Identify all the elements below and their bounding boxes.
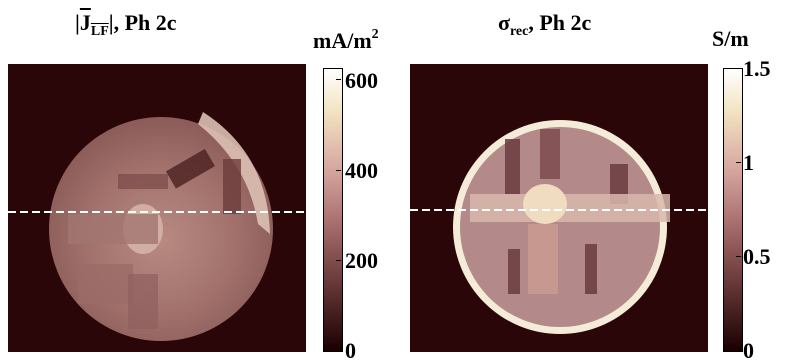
left-unit-exponent: 2 [371, 27, 379, 42]
right-tick-1: 1 [743, 150, 754, 175]
left-unit-text: mA/m [313, 28, 372, 53]
right-tick-1-5: 1.5 [743, 56, 771, 81]
left-tick-0: 0 [345, 338, 356, 363]
right-colorbar-unit: S/m [712, 26, 749, 51]
left-tick-400: 400 [345, 158, 378, 183]
left-tick-200: 200 [345, 248, 378, 273]
left-title-symbol: J [79, 10, 91, 35]
right-panel-title: σrec, Ph 2c [498, 12, 591, 39]
left-panel-title: |JLF|, Ph 2c [75, 10, 177, 39]
right-title-subscript: rec [509, 24, 529, 39]
right-conductivity-map [410, 64, 708, 352]
left-current-density-map [8, 64, 306, 352]
right-tick-0-5: 0.5 [743, 244, 771, 269]
right-title-rest: , Ph 2c [528, 10, 592, 35]
left-title-subscript: LF [90, 24, 109, 39]
right-tick-0: 0 [743, 338, 754, 363]
left-colorbar [323, 68, 343, 352]
right-colorbar [723, 68, 743, 352]
left-colorbar-unit: mA/m2 [313, 28, 379, 52]
right-title-symbol: σ [498, 10, 510, 35]
left-tick-600: 600 [345, 68, 378, 93]
left-title-rest: |, Ph 2c [108, 10, 177, 35]
